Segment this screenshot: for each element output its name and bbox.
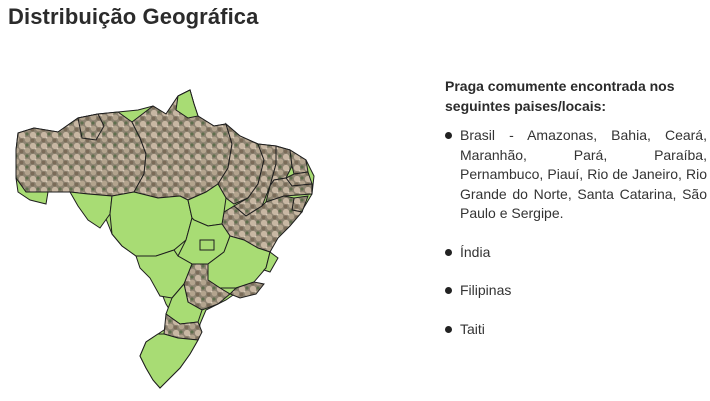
brazil-map — [8, 88, 320, 393]
location-india: Índia — [460, 243, 491, 260]
state-espirito-santo — [263, 251, 279, 273]
state-acre — [15, 177, 49, 205]
bullet-icon — [445, 325, 452, 333]
bullet-icon — [445, 287, 452, 294]
bullet-icon — [445, 248, 452, 256]
list-item: Filipinas — [445, 281, 707, 301]
list-item: Taiti — [445, 320, 707, 340]
info-heading: Praga comumente encontrada nos seguintes… — [445, 78, 675, 114]
list-item: Brasil - Amazonas, Bahia, Ceará, Maranhã… — [445, 126, 707, 224]
state-roraima — [77, 113, 105, 141]
location-filipinas: Filipinas — [460, 282, 512, 298]
bullet-icon — [445, 132, 452, 139]
state-amapa — [175, 89, 199, 119]
location-brasil: Brasil - Amazonas, Bahia, Ceará, Maranhã… — [460, 127, 707, 221]
state-rio-grande-do-norte — [289, 149, 309, 175]
state-maranhao — [217, 122, 265, 205]
list-item: Índia — [445, 243, 707, 263]
state-rondonia — [69, 191, 113, 229]
location-taiti: Taiti — [460, 320, 485, 337]
state-rio-grande-do-sul — [139, 333, 199, 389]
page-title: Distribuição Geográfica — [8, 4, 259, 29]
distribution-info: Praga comumente encontrada nos seguintes… — [445, 76, 707, 339]
state-mato-grosso — [109, 191, 193, 257]
location-list: Brasil - Amazonas, Bahia, Ceará, Maranhã… — [445, 126, 707, 339]
brazil-map-svg — [15, 89, 315, 389]
state-rio-de-janeiro — [229, 281, 265, 299]
distrito-federal — [199, 239, 215, 251]
